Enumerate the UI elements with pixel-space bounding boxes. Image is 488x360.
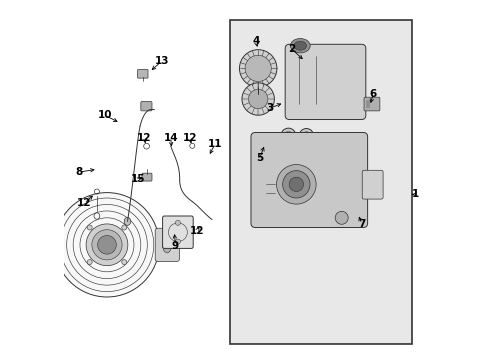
Text: 11: 11 bbox=[207, 139, 222, 149]
Circle shape bbox=[282, 171, 309, 198]
Text: 7: 7 bbox=[357, 219, 365, 229]
Text: 14: 14 bbox=[163, 132, 178, 143]
Text: 12: 12 bbox=[137, 132, 151, 143]
Text: 13: 13 bbox=[154, 56, 169, 66]
FancyBboxPatch shape bbox=[163, 216, 193, 248]
Text: 12: 12 bbox=[77, 198, 91, 208]
FancyBboxPatch shape bbox=[363, 97, 379, 111]
Text: 12: 12 bbox=[182, 132, 197, 143]
Text: 15: 15 bbox=[131, 174, 145, 184]
FancyBboxPatch shape bbox=[142, 173, 152, 181]
Text: 2: 2 bbox=[287, 44, 294, 54]
Circle shape bbox=[242, 83, 274, 115]
Circle shape bbox=[87, 225, 92, 230]
Circle shape bbox=[122, 225, 126, 230]
Text: 9: 9 bbox=[171, 240, 179, 251]
Circle shape bbox=[55, 193, 159, 297]
FancyBboxPatch shape bbox=[362, 170, 382, 199]
FancyBboxPatch shape bbox=[285, 44, 365, 120]
Text: 10: 10 bbox=[98, 110, 112, 120]
Circle shape bbox=[288, 177, 303, 192]
Text: 8: 8 bbox=[75, 167, 82, 177]
Text: 3: 3 bbox=[266, 103, 273, 113]
Circle shape bbox=[87, 260, 92, 265]
FancyBboxPatch shape bbox=[155, 228, 179, 261]
Ellipse shape bbox=[163, 237, 171, 253]
Circle shape bbox=[175, 220, 180, 225]
Circle shape bbox=[239, 50, 276, 87]
Circle shape bbox=[86, 224, 127, 266]
Text: 6: 6 bbox=[369, 89, 376, 99]
Bar bbox=[230, 20, 411, 344]
Ellipse shape bbox=[299, 129, 313, 141]
Text: 12: 12 bbox=[189, 226, 204, 236]
Ellipse shape bbox=[290, 39, 309, 53]
Ellipse shape bbox=[281, 128, 295, 142]
FancyBboxPatch shape bbox=[141, 102, 152, 111]
Circle shape bbox=[92, 230, 122, 260]
Circle shape bbox=[175, 239, 180, 244]
Text: 4: 4 bbox=[252, 36, 259, 46]
Circle shape bbox=[276, 165, 316, 204]
Text: 1: 1 bbox=[411, 189, 418, 199]
Text: 5: 5 bbox=[256, 153, 263, 163]
Circle shape bbox=[244, 55, 271, 81]
Circle shape bbox=[122, 260, 126, 265]
Ellipse shape bbox=[124, 217, 130, 225]
Ellipse shape bbox=[284, 131, 292, 139]
Circle shape bbox=[98, 235, 116, 254]
Ellipse shape bbox=[293, 41, 306, 50]
Circle shape bbox=[335, 211, 347, 224]
Ellipse shape bbox=[302, 132, 309, 138]
FancyBboxPatch shape bbox=[137, 69, 148, 78]
Circle shape bbox=[248, 89, 267, 109]
FancyBboxPatch shape bbox=[250, 132, 367, 228]
